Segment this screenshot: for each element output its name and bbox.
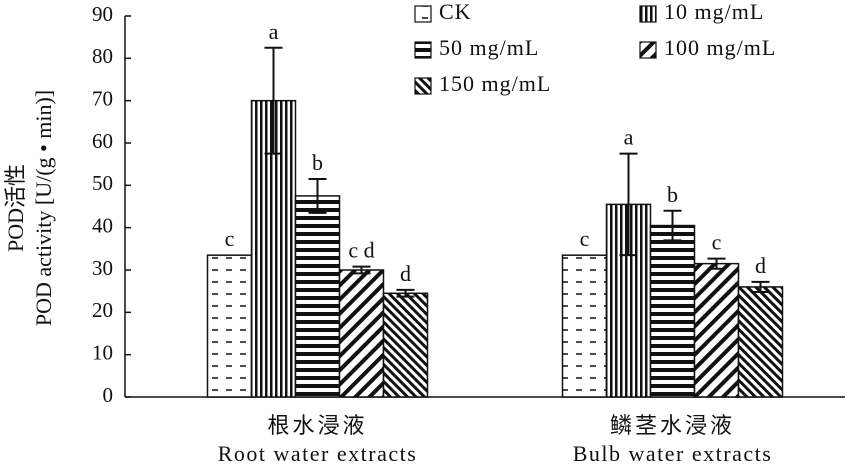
significance-label: b [667, 182, 678, 207]
significance-label: c d [348, 238, 374, 263]
y-tick-label: 90 [92, 2, 113, 26]
y-tick-label: 60 [92, 129, 113, 153]
bar [561, 254, 608, 398]
significance-label: a [269, 19, 279, 44]
legend-swatch [414, 5, 432, 23]
y-tick-label: 10 [92, 340, 113, 364]
significance-label: d [400, 261, 411, 286]
legend-label: CK [439, 0, 472, 24]
legend-label: 10 mg/mL [664, 0, 764, 24]
bar [206, 254, 253, 398]
legend-swatch [639, 41, 657, 59]
y-axis-label: POD activity [U/(g • min)] [31, 90, 56, 326]
legend-swatch [639, 5, 657, 23]
error-bar [308, 177, 327, 214]
significance-label: c [225, 226, 235, 251]
significance-label: d [755, 253, 766, 278]
legend-swatch [414, 41, 432, 59]
y-tick-label: 40 [92, 213, 113, 237]
bar [737, 286, 784, 398]
significance-label: c [712, 230, 722, 255]
significance-label: b [312, 150, 323, 175]
bar [338, 269, 385, 398]
legend-swatch [414, 77, 432, 95]
bar [693, 262, 740, 398]
y-tick-label: 70 [92, 86, 113, 110]
y-tick-label: 20 [92, 298, 113, 322]
error-bar [396, 288, 415, 298]
error-bar [352, 265, 371, 275]
legend-label: 150 mg/mL [439, 71, 551, 96]
y-tick-label: 50 [92, 171, 113, 195]
legend-label: 50 mg/mL [439, 35, 539, 60]
y-tick-label: 30 [92, 256, 113, 280]
significance-label: a [624, 125, 634, 150]
y-tick-label: 0 [103, 383, 114, 407]
x-tick-label: 鳞茎水浸液 [610, 413, 735, 438]
bar [649, 224, 696, 398]
bar [382, 292, 429, 398]
x-tick-label: 根水浸液 [267, 413, 367, 438]
error-bar [619, 152, 638, 257]
bar [294, 195, 341, 398]
y-axis-label: POD活性 [3, 164, 28, 252]
x-tick-label: Root water extracts [218, 441, 418, 466]
error-bar [751, 280, 770, 294]
significance-label: c [580, 226, 590, 251]
legend-label: 100 mg/mL [664, 35, 776, 60]
y-tick-label: 80 [92, 44, 113, 68]
error-bar [663, 209, 682, 242]
x-tick-label: Bulb water extracts [573, 441, 773, 466]
error-bar [707, 257, 726, 270]
error-bar [264, 46, 283, 155]
